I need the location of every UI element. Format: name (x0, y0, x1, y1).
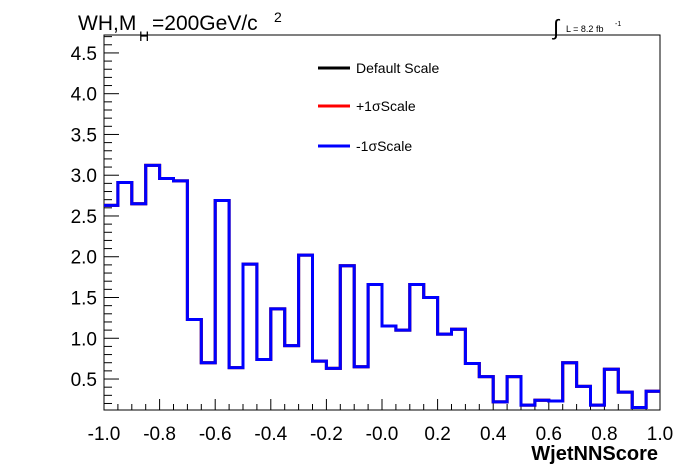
y-tick-label: 3.0 (71, 166, 97, 187)
y-tick-label: 0.5 (71, 370, 97, 391)
x-tick-label: -0.6 (199, 424, 232, 445)
series-layer (104, 163, 660, 410)
y-tick-label: 3.5 (71, 125, 97, 146)
y-tick-label: 2.0 (71, 248, 97, 269)
y-tick-label: 1.5 (71, 289, 97, 310)
y-tick-label: 4.0 (71, 85, 97, 106)
legend-entry-label: Default Scale (356, 60, 439, 76)
title-superscript: 2 (274, 9, 282, 25)
lumi-integral-symbol: ∫ (551, 15, 561, 40)
title-main: WH,M (78, 12, 136, 35)
x-tick-label: 0.8 (591, 424, 617, 445)
y-axis-tick-labels: 0.5 1.0 1.5 2.0 2.5 3.0 3.5 4.0 4.5 (71, 44, 97, 391)
y-tick-label: 1.0 (71, 329, 97, 350)
x-tick-label: -1.0 (88, 424, 121, 445)
legend-entry-label: -1σScale (356, 138, 412, 154)
lumi-text: L = 8.2 fb (566, 24, 603, 34)
chart-title: WH,M H =200GeV/c 2 (78, 9, 282, 44)
title-rest: =200GeV/c (152, 12, 258, 35)
x-tick-label: 0.4 (480, 424, 507, 445)
x-tick-label: -0.8 (143, 424, 176, 445)
series-line-3 (104, 163, 660, 410)
y-axis-ticks (104, 36, 119, 404)
lumi-label: ∫ L = 8.2 fb -1 (551, 15, 621, 40)
lumi-superscript: -1 (615, 21, 621, 28)
legend: Default Scale +1σScale -1σScale (318, 60, 439, 154)
title-subscript: H (139, 28, 149, 44)
x-axis-tick-labels: -1.0 -0.8 -0.6 -0.4 -0.2 -0.0 0.2 0.4 0.6 0.8 1.0 (88, 424, 674, 445)
x-tick-label: -0.0 (366, 424, 399, 445)
y-tick-label: 4.5 (71, 44, 97, 65)
legend-entry-label: +1σScale (356, 98, 416, 114)
x-tick-label: -0.2 (310, 424, 343, 445)
x-tick-label: 0.2 (424, 424, 450, 445)
x-axis-ticks (103, 399, 661, 410)
x-tick-label: 0.6 (536, 424, 562, 445)
x-tick-label: -0.4 (254, 424, 287, 445)
x-tick-label: 1.0 (647, 424, 673, 445)
y-tick-label: 2.5 (71, 207, 97, 228)
x-axis-label: WjetNNScore (531, 443, 658, 465)
